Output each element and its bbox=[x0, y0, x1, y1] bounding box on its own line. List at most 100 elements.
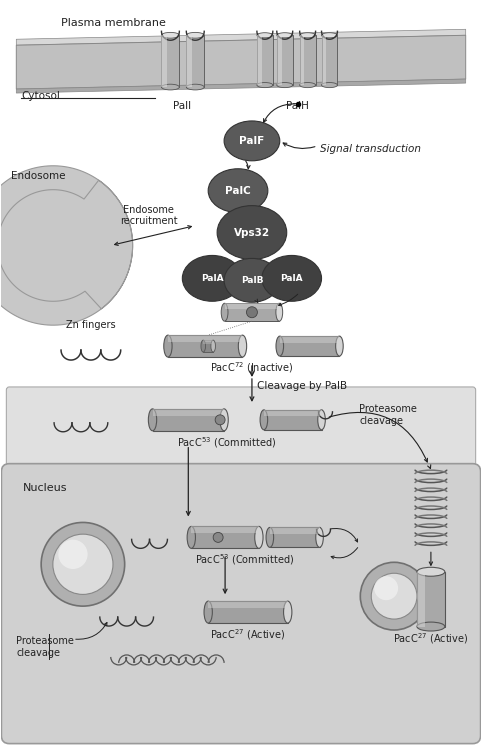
Text: Zn fingers: Zn fingers bbox=[66, 320, 116, 330]
FancyBboxPatch shape bbox=[300, 35, 316, 85]
Ellipse shape bbox=[321, 83, 337, 87]
Text: PacC$^{53}$ (Committed): PacC$^{53}$ (Committed) bbox=[195, 552, 295, 567]
Ellipse shape bbox=[224, 121, 280, 161]
Ellipse shape bbox=[187, 527, 195, 548]
Text: Endosome: Endosome bbox=[12, 171, 66, 181]
Polygon shape bbox=[16, 79, 466, 93]
Polygon shape bbox=[16, 35, 466, 89]
FancyBboxPatch shape bbox=[270, 527, 320, 534]
FancyBboxPatch shape bbox=[152, 409, 224, 416]
Ellipse shape bbox=[318, 410, 325, 430]
Ellipse shape bbox=[260, 410, 268, 430]
Ellipse shape bbox=[213, 533, 223, 542]
Text: Cleavage by PalB: Cleavage by PalB bbox=[257, 381, 347, 391]
FancyBboxPatch shape bbox=[168, 335, 242, 342]
Ellipse shape bbox=[374, 576, 398, 600]
Ellipse shape bbox=[300, 83, 316, 87]
Ellipse shape bbox=[164, 335, 172, 357]
FancyBboxPatch shape bbox=[417, 571, 445, 627]
Text: Cytosol: Cytosol bbox=[21, 91, 60, 101]
Ellipse shape bbox=[208, 169, 268, 213]
Circle shape bbox=[41, 522, 125, 606]
Ellipse shape bbox=[255, 527, 263, 548]
Text: Plasma membrane: Plasma membrane bbox=[61, 19, 166, 28]
FancyBboxPatch shape bbox=[225, 304, 279, 309]
Text: PalA: PalA bbox=[281, 274, 303, 283]
FancyBboxPatch shape bbox=[191, 527, 259, 533]
Text: PalA: PalA bbox=[201, 274, 224, 283]
Ellipse shape bbox=[277, 33, 293, 38]
Text: PacC$^{27}$ (Active): PacC$^{27}$ (Active) bbox=[210, 627, 286, 642]
Circle shape bbox=[371, 573, 417, 619]
FancyBboxPatch shape bbox=[321, 35, 337, 85]
FancyBboxPatch shape bbox=[208, 601, 288, 608]
FancyBboxPatch shape bbox=[280, 336, 339, 356]
FancyBboxPatch shape bbox=[321, 35, 326, 85]
Ellipse shape bbox=[187, 84, 204, 90]
Ellipse shape bbox=[220, 409, 228, 430]
Ellipse shape bbox=[417, 567, 445, 576]
Ellipse shape bbox=[161, 32, 179, 38]
FancyBboxPatch shape bbox=[417, 571, 425, 627]
FancyBboxPatch shape bbox=[203, 340, 213, 344]
FancyBboxPatch shape bbox=[191, 527, 259, 548]
Ellipse shape bbox=[335, 336, 343, 356]
FancyBboxPatch shape bbox=[270, 527, 320, 548]
Text: Signal transduction: Signal transduction bbox=[320, 144, 420, 154]
FancyBboxPatch shape bbox=[187, 35, 192, 87]
FancyBboxPatch shape bbox=[152, 409, 224, 430]
Ellipse shape bbox=[276, 336, 283, 356]
FancyBboxPatch shape bbox=[161, 35, 179, 87]
Ellipse shape bbox=[266, 527, 274, 548]
Ellipse shape bbox=[257, 83, 273, 87]
Ellipse shape bbox=[262, 255, 321, 301]
Text: PalC: PalC bbox=[225, 186, 251, 195]
Circle shape bbox=[53, 534, 113, 595]
Ellipse shape bbox=[148, 409, 157, 430]
Text: Proteasome
cleavage: Proteasome cleavage bbox=[16, 636, 74, 658]
Ellipse shape bbox=[217, 206, 287, 260]
Ellipse shape bbox=[201, 340, 205, 352]
Ellipse shape bbox=[321, 33, 337, 38]
Ellipse shape bbox=[215, 415, 225, 424]
Text: Endosome
recruitment: Endosome recruitment bbox=[120, 205, 177, 226]
Ellipse shape bbox=[211, 340, 215, 352]
Ellipse shape bbox=[224, 258, 280, 302]
Ellipse shape bbox=[276, 304, 282, 322]
Ellipse shape bbox=[300, 33, 316, 38]
FancyBboxPatch shape bbox=[264, 410, 321, 416]
Text: PacC$^{27}$ (Active): PacC$^{27}$ (Active) bbox=[393, 631, 469, 646]
Text: Nucleus: Nucleus bbox=[23, 483, 68, 492]
Text: Vps32: Vps32 bbox=[234, 228, 270, 237]
FancyBboxPatch shape bbox=[187, 35, 204, 87]
Ellipse shape bbox=[187, 32, 204, 38]
FancyBboxPatch shape bbox=[6, 387, 476, 471]
FancyBboxPatch shape bbox=[257, 35, 273, 85]
Text: PalI: PalI bbox=[173, 101, 191, 111]
FancyBboxPatch shape bbox=[225, 304, 279, 322]
Ellipse shape bbox=[161, 84, 179, 90]
Ellipse shape bbox=[277, 83, 293, 87]
Ellipse shape bbox=[204, 601, 213, 623]
FancyBboxPatch shape bbox=[277, 35, 293, 85]
Ellipse shape bbox=[283, 601, 292, 623]
Ellipse shape bbox=[238, 335, 247, 357]
Polygon shape bbox=[16, 29, 466, 46]
Text: Proteasome
cleavage: Proteasome cleavage bbox=[359, 404, 417, 426]
FancyBboxPatch shape bbox=[1, 464, 481, 744]
Circle shape bbox=[361, 562, 428, 630]
FancyBboxPatch shape bbox=[203, 340, 213, 352]
Ellipse shape bbox=[182, 255, 242, 301]
FancyBboxPatch shape bbox=[168, 335, 242, 357]
FancyBboxPatch shape bbox=[280, 336, 339, 342]
Text: PalF: PalF bbox=[239, 136, 265, 146]
FancyBboxPatch shape bbox=[300, 35, 305, 85]
FancyBboxPatch shape bbox=[257, 35, 262, 85]
Ellipse shape bbox=[246, 307, 257, 318]
Text: PacC$^{53}$ (Committed): PacC$^{53}$ (Committed) bbox=[177, 435, 277, 450]
Ellipse shape bbox=[316, 527, 323, 548]
Text: PalB: PalB bbox=[241, 276, 263, 285]
Ellipse shape bbox=[257, 33, 273, 38]
FancyBboxPatch shape bbox=[208, 601, 288, 623]
FancyBboxPatch shape bbox=[161, 35, 167, 87]
